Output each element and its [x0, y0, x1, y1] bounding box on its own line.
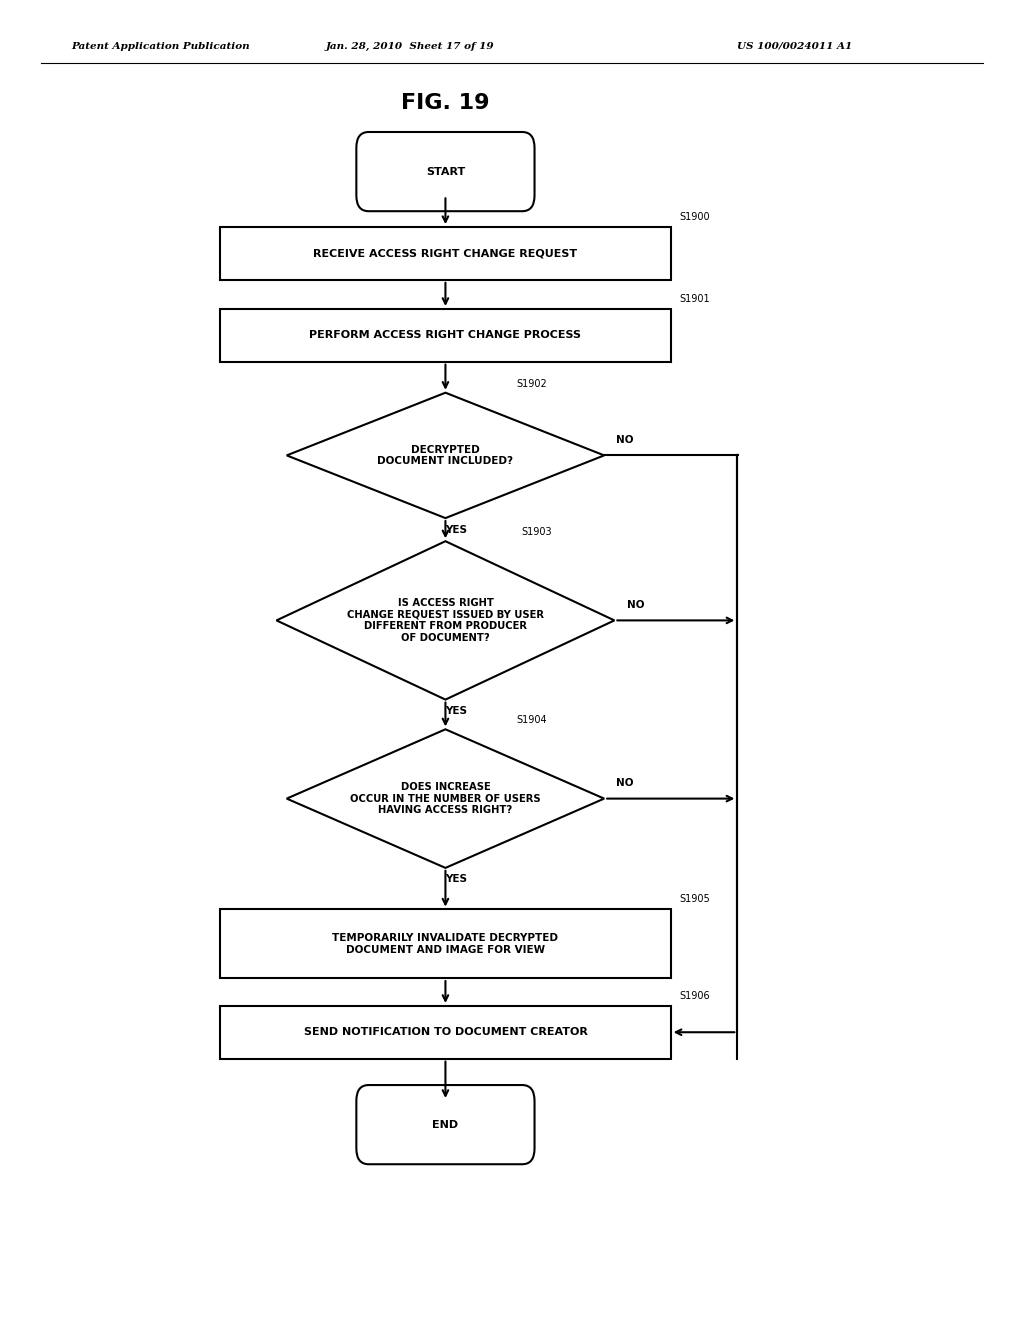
- Bar: [220, 227, 671, 280]
- Bar: [220, 309, 671, 362]
- Text: US 100/0024011 A1: US 100/0024011 A1: [737, 42, 853, 50]
- FancyBboxPatch shape: [356, 1085, 535, 1164]
- Polygon shape: [287, 393, 604, 517]
- Text: Jan. 28, 2010  Sheet 17 of 19: Jan. 28, 2010 Sheet 17 of 19: [326, 42, 494, 50]
- Text: TEMPORARILY INVALIDATE DECRYPTED
DOCUMENT AND IMAGE FOR VIEW: TEMPORARILY INVALIDATE DECRYPTED DOCUMEN…: [333, 933, 558, 954]
- Text: Patent Application Publication: Patent Application Publication: [72, 42, 250, 50]
- Text: START: START: [426, 166, 465, 177]
- Text: YES: YES: [444, 706, 467, 717]
- Text: S1904: S1904: [517, 715, 548, 726]
- Text: S1905: S1905: [679, 894, 710, 904]
- Text: END: END: [432, 1119, 459, 1130]
- Bar: [220, 909, 671, 978]
- FancyBboxPatch shape: [356, 132, 535, 211]
- Text: SEND NOTIFICATION TO DOCUMENT CREATOR: SEND NOTIFICATION TO DOCUMENT CREATOR: [303, 1027, 588, 1038]
- Text: NO: NO: [616, 777, 634, 788]
- Text: FIG. 19: FIG. 19: [401, 92, 489, 114]
- Text: YES: YES: [444, 874, 467, 884]
- Text: S1901: S1901: [679, 293, 710, 304]
- Text: DOES INCREASE
OCCUR IN THE NUMBER OF USERS
HAVING ACCESS RIGHT?: DOES INCREASE OCCUR IN THE NUMBER OF USE…: [350, 781, 541, 816]
- Bar: [220, 1006, 671, 1059]
- Text: NO: NO: [627, 599, 644, 610]
- Text: IS ACCESS RIGHT
CHANGE REQUEST ISSUED BY USER
DIFFERENT FROM PRODUCER
OF DOCUMEN: IS ACCESS RIGHT CHANGE REQUEST ISSUED BY…: [347, 598, 544, 643]
- Text: PERFORM ACCESS RIGHT CHANGE PROCESS: PERFORM ACCESS RIGHT CHANGE PROCESS: [309, 330, 582, 341]
- Polygon shape: [287, 729, 604, 869]
- Text: S1906: S1906: [679, 990, 710, 1001]
- Polygon shape: [276, 541, 614, 700]
- Text: S1902: S1902: [517, 379, 548, 388]
- Text: YES: YES: [444, 524, 467, 535]
- Text: NO: NO: [616, 434, 634, 445]
- Text: RECEIVE ACCESS RIGHT CHANGE REQUEST: RECEIVE ACCESS RIGHT CHANGE REQUEST: [313, 248, 578, 259]
- Text: S1903: S1903: [521, 527, 552, 537]
- Text: DECRYPTED
DOCUMENT INCLUDED?: DECRYPTED DOCUMENT INCLUDED?: [378, 445, 513, 466]
- Text: S1900: S1900: [679, 211, 710, 222]
